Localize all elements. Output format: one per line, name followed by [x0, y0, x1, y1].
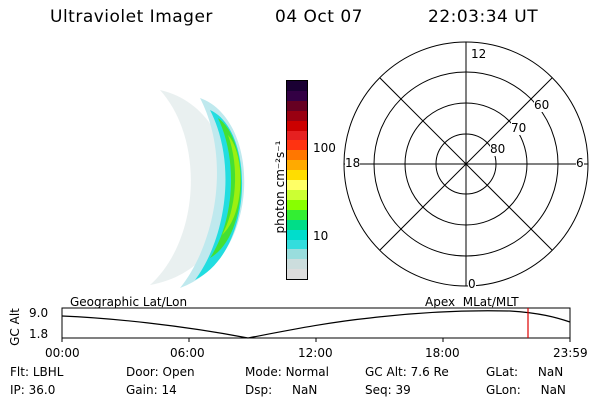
colorbar-band	[287, 209, 307, 220]
colorbar-band	[287, 259, 307, 270]
aurora-band-lime	[222, 135, 241, 235]
lat-label-80: 80	[490, 142, 506, 156]
colorbar-band	[287, 219, 307, 230]
lat-circle-outer	[343, 41, 589, 287]
colorbar-band	[287, 110, 307, 121]
observation-time: 22:03:34 UT	[428, 7, 539, 27]
glat-value: NaN	[537, 365, 564, 379]
colorbar-band	[287, 140, 307, 151]
mode-label: Mode:	[245, 365, 282, 379]
gain-value: 14	[161, 383, 177, 397]
lat-circle-60	[373, 71, 559, 257]
gcalt-value: 7.6 Re	[410, 365, 449, 379]
timeline-frame	[61, 307, 571, 339]
aurora-haze	[150, 90, 230, 285]
mlt-label-0: 0	[468, 277, 476, 291]
ip-value: 36.0	[28, 383, 56, 397]
info-glat: GLat: NaN	[486, 365, 563, 379]
apex-label: Apex MLat/MLT	[425, 295, 519, 309]
door-value: Open	[162, 365, 195, 379]
glat-label: GLat:	[486, 365, 519, 379]
info-mode: Mode: Normal	[245, 365, 329, 379]
colorbar-band	[287, 249, 307, 260]
info-flt: Flt: LBHL	[10, 365, 63, 379]
x-tick-0600: 06:00	[170, 346, 205, 360]
info-gain: Gain: 14	[126, 383, 177, 397]
x-tick-1800: 18:00	[425, 346, 460, 360]
info-ip: IP: 36.0	[10, 383, 55, 397]
colorbar-band	[287, 120, 307, 131]
timeline-y-top: 9.0	[29, 306, 49, 320]
x-tick-2359: 23:59	[553, 346, 588, 360]
colorbar-band	[287, 269, 307, 280]
mlt-label-6: 6	[576, 156, 584, 170]
info-door: Door: Open	[126, 365, 195, 379]
aurora-band-cyan	[195, 110, 243, 280]
x-tick-1200: 12:00	[298, 346, 333, 360]
dsp-value: NaN	[291, 383, 318, 397]
timeline-y-bottom: 1.8	[29, 327, 49, 341]
colorbar-band	[287, 90, 307, 101]
colorbar-tick-10: 10	[313, 229, 329, 243]
geographic-label: Geographic Lat/Lon	[70, 295, 188, 309]
colorbar-tick-100: 100	[313, 141, 336, 155]
gain-label: Gain:	[126, 383, 158, 397]
colorbar-band	[287, 100, 307, 111]
ip-label: IP:	[10, 383, 25, 397]
info-gcalt: GC Alt: 7.6 Re	[365, 365, 449, 379]
lat-label-60: 60	[534, 98, 550, 112]
aurora-band-green	[210, 118, 242, 258]
colorbar-band	[287, 189, 307, 200]
colorbar-band	[287, 81, 307, 91]
info-dsp: Dsp: NaN	[245, 383, 317, 397]
seq-value: 39	[395, 383, 411, 397]
x-tick-0000: 00:00	[45, 346, 80, 360]
mlt-label-12: 12	[471, 47, 487, 61]
colorbar-band	[287, 150, 307, 161]
seq-label: Seq:	[365, 383, 392, 397]
gcalt-label: GC Alt:	[365, 365, 407, 379]
colorbar-band	[287, 199, 307, 210]
info-seq: Seq: 39	[365, 383, 411, 397]
colorbar-band	[287, 130, 307, 141]
glon-value: NaN	[540, 383, 566, 397]
glon-label: GLon:	[486, 383, 521, 397]
colorbar-band	[287, 229, 307, 240]
instrument-title: Ultraviolet Imager	[50, 7, 213, 27]
colorbar-unit-label: photon cm⁻²s⁻¹	[273, 140, 287, 234]
timeline-axis-title: GC Alt	[7, 308, 22, 346]
colorbar-band	[287, 180, 307, 190]
dsp-label: Dsp:	[245, 383, 273, 397]
lat-circle-80	[435, 133, 497, 195]
altitude-curve	[61, 310, 571, 339]
flt-label: Flt:	[10, 365, 29, 379]
mlt-label-18: 18	[345, 156, 361, 170]
door-label: Door:	[126, 365, 159, 379]
flt-value: LBHL	[32, 365, 64, 379]
info-glon: GLon: NaN	[486, 383, 566, 397]
lat-circle-70	[404, 102, 528, 226]
colorbar-band	[287, 170, 307, 181]
colorbar-band	[287, 160, 307, 171]
observation-date: 04 Oct 07	[275, 7, 363, 27]
mlt-diagonal-2	[379, 77, 553, 251]
lat-label-70: 70	[511, 121, 527, 135]
aurora-halo	[180, 98, 245, 288]
mode-value: Normal	[285, 365, 329, 379]
colorbar	[286, 80, 308, 280]
mlt-diagonal-1	[379, 77, 553, 251]
colorbar-band	[287, 239, 307, 250]
